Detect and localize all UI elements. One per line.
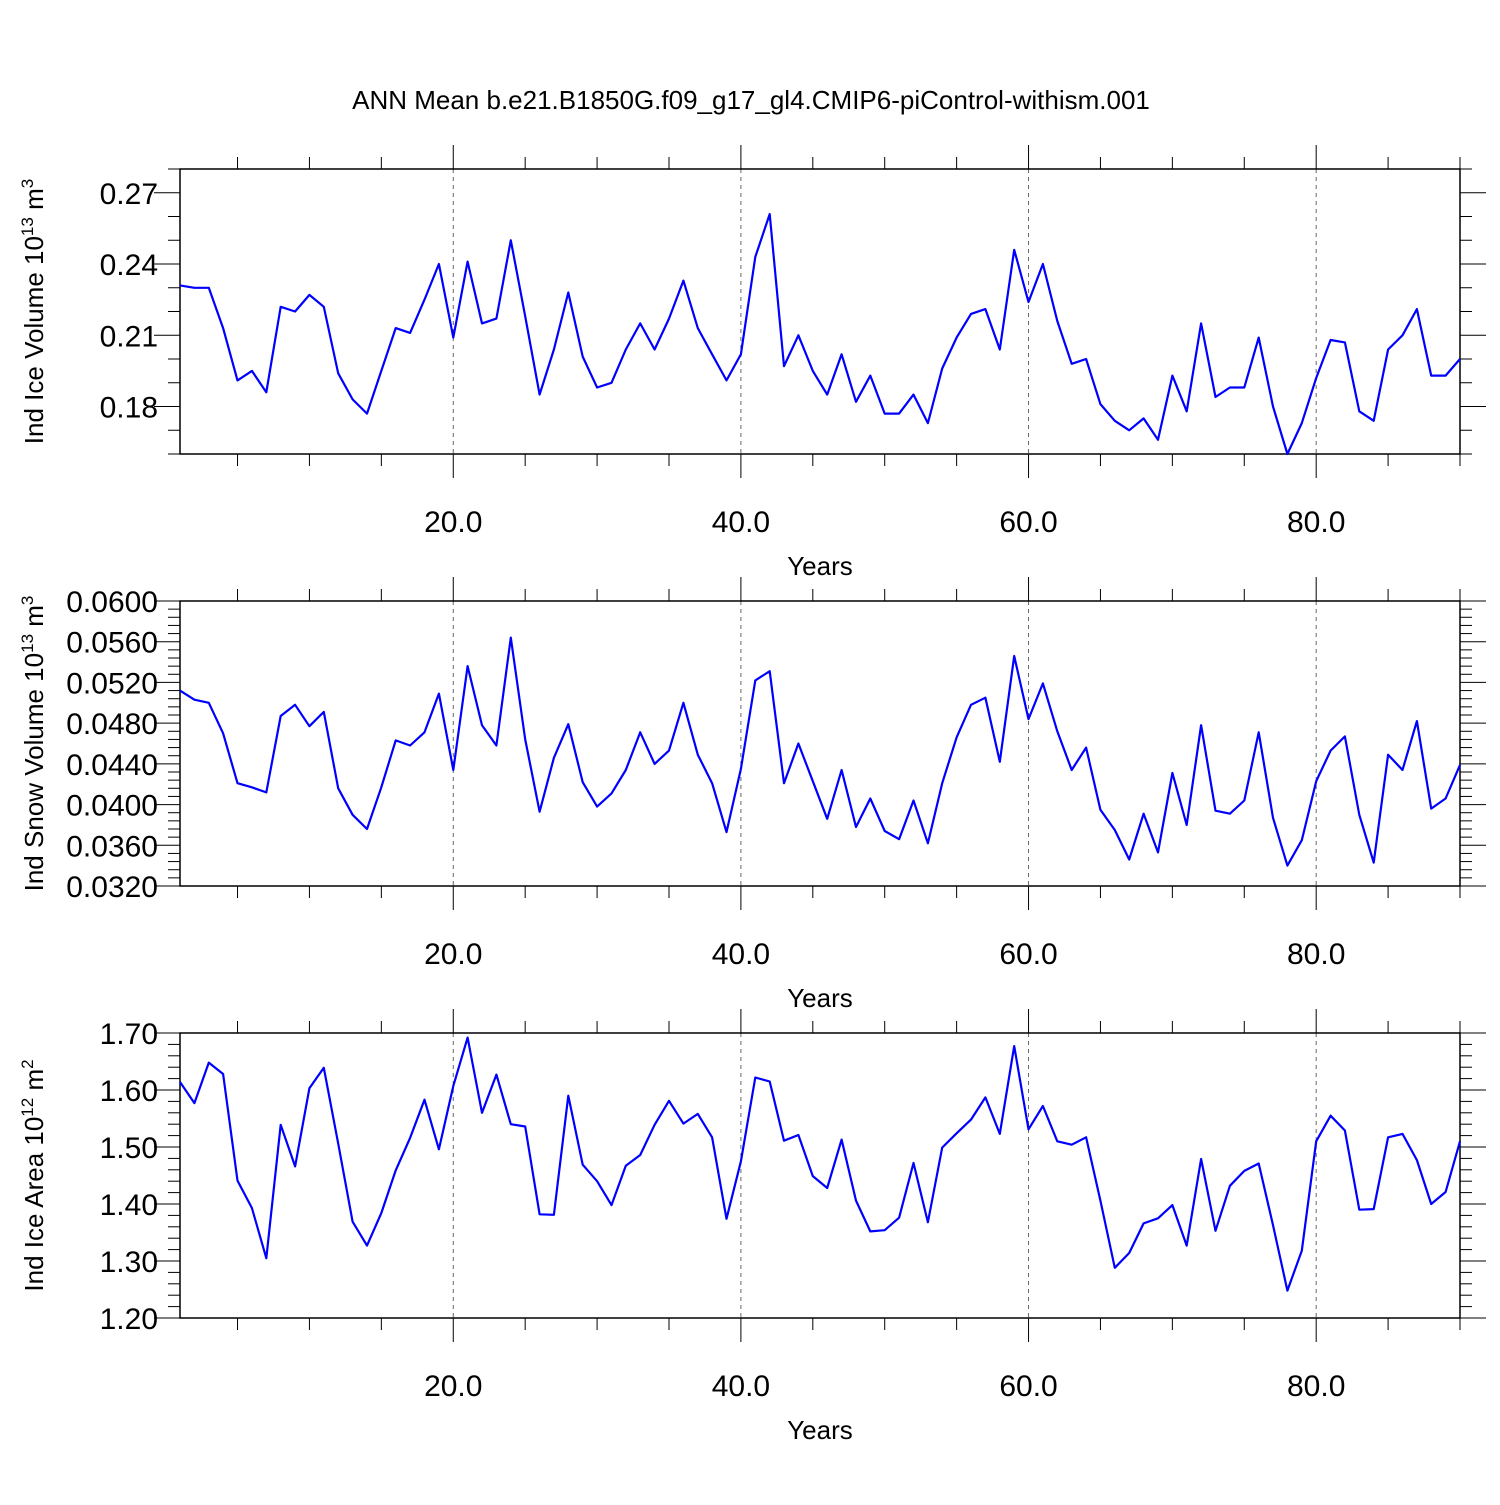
y-tick-label: 1.50 (100, 1132, 158, 1165)
y-tick-label: 0.18 (100, 392, 158, 425)
panel-2: 0.0320 0.0360 0.0400 0.0440 0.0480 0.0520 0.05… (18, 577, 1486, 1013)
series-line (179, 213, 1461, 456)
panel-1: 0.18 0.21 0.24 0.27 20.0 40.0 60.0 80.0 Years Ind… (18, 145, 1486, 581)
x-tick-label: 40.0 (712, 938, 770, 971)
x-axis-title: Years (787, 1415, 853, 1445)
plot-frame (179, 168, 1461, 455)
series-line (179, 636, 1462, 867)
y-tick-label: 0.0560 (66, 627, 158, 660)
x-tick-label: 60.0 (999, 506, 1057, 539)
x-tick-label: 80.0 (1287, 938, 1345, 971)
series-line (179, 1036, 1462, 1292)
x-tick-label: 60.0 (999, 1370, 1057, 1403)
figure-title: ANN Mean b.e21.B1850G.f09_g17_gl4.CMIP6-… (352, 85, 1150, 115)
x-tick-label: 40.0 (712, 506, 770, 539)
y-axis-title: Ind Snow Volume 1013 m3 (18, 596, 49, 892)
y-tick-label: 0.0320 (66, 871, 158, 904)
x-tick-label: 20.0 (424, 506, 482, 539)
y-axis-title: Ind Ice Volume 1013 m3 (18, 179, 49, 444)
x-tick-label: 80.0 (1287, 506, 1345, 539)
y-tick-label: 1.30 (100, 1246, 158, 1279)
y-tick-label: 0.0520 (66, 667, 158, 700)
y-tick-label: 0.27 (100, 178, 158, 211)
plot-frame (179, 600, 1461, 887)
y-tick-label: 0.0480 (66, 708, 158, 741)
y-tick-label: 0.0400 (66, 790, 158, 823)
x-axis-title: Years (787, 983, 853, 1013)
x-axis-title: Years (787, 551, 853, 581)
y-tick-label: 1.60 (100, 1075, 158, 1108)
y-tick-label: 1.40 (100, 1189, 158, 1222)
y-tick-label: 1.20 (100, 1303, 158, 1336)
y-tick-label: 1.70 (100, 1018, 158, 1051)
plot-frame (179, 1032, 1461, 1319)
y-tick-label: 0.0360 (66, 830, 158, 863)
x-tick-label: 40.0 (712, 1370, 770, 1403)
x-tick-label: 60.0 (999, 938, 1057, 971)
y-tick-label: 0.0600 (66, 586, 158, 619)
y-tick-label: 0.24 (100, 249, 158, 282)
x-tick-label: 20.0 (424, 938, 482, 971)
x-tick-label: 80.0 (1287, 1370, 1345, 1403)
panel-3: 1.20 1.30 1.40 1.50 1.60 1.70 20.0 40.0 60.0 80.0… (18, 1009, 1486, 1445)
y-tick-label: 0.0440 (66, 749, 158, 782)
y-tick-label: 0.21 (100, 320, 158, 353)
y-axis-title: Ind Ice Area 1012 m2 (18, 1059, 49, 1291)
x-tick-label: 20.0 (424, 1370, 482, 1403)
